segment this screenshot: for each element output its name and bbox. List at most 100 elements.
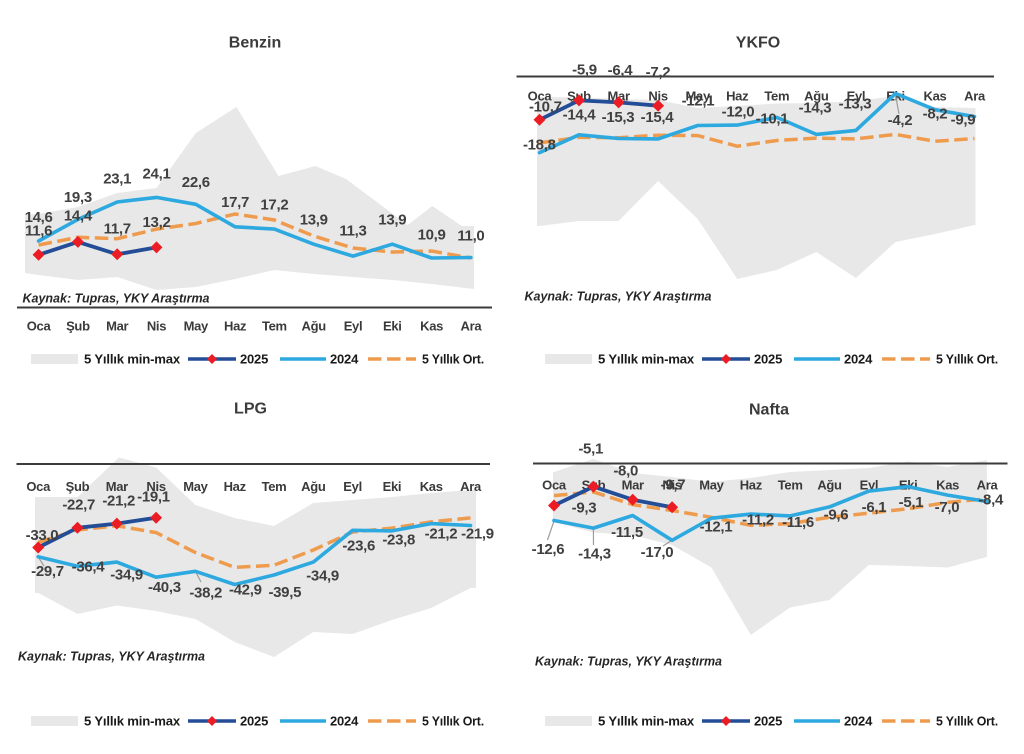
svg-text:Kas: Kas — [924, 89, 947, 104]
svg-text:-11,2: -11,2 — [742, 512, 774, 529]
svg-text:5 Yıllık Ort.: 5 Yıllık Ort. — [422, 352, 484, 367]
svg-text:Eyl: Eyl — [343, 479, 362, 494]
svg-text:11,6: 11,6 — [25, 223, 52, 240]
svg-text:Nis: Nis — [648, 89, 667, 104]
svg-text:Mar: Mar — [622, 478, 644, 493]
svg-text:22,6: 22,6 — [182, 174, 210, 191]
svg-text:-29,7: -29,7 — [31, 563, 64, 580]
svg-text:-7,0: -7,0 — [935, 499, 960, 516]
svg-text:-15,3: -15,3 — [602, 109, 635, 126]
svg-text:2024: 2024 — [844, 714, 873, 729]
svg-text:-6,4: -6,4 — [608, 62, 634, 79]
svg-text:13,9: 13,9 — [300, 212, 328, 229]
svg-text:-9,6: -9,6 — [824, 507, 849, 524]
svg-text:YKFO: YKFO — [736, 35, 780, 52]
svg-text:-8,2: -8,2 — [923, 106, 948, 123]
svg-text:19,3: 19,3 — [64, 189, 92, 206]
svg-text:2025: 2025 — [754, 714, 782, 729]
svg-text:Nafta: Nafta — [749, 402, 789, 419]
svg-text:Ara: Ara — [461, 319, 483, 334]
svg-text:-38,2: -38,2 — [189, 585, 222, 602]
svg-text:Ara: Ara — [964, 89, 986, 104]
svg-text:-14,3: -14,3 — [799, 100, 832, 117]
svg-text:May: May — [183, 479, 208, 494]
svg-text:Benzin: Benzin — [229, 35, 281, 52]
svg-text:-21,9: -21,9 — [461, 526, 494, 543]
svg-text:May: May — [184, 319, 209, 334]
svg-text:2025: 2025 — [240, 714, 268, 729]
svg-text:Ara: Ara — [460, 479, 482, 494]
svg-text:Haz: Haz — [224, 319, 247, 334]
svg-text:5 Yıllık Ort.: 5 Yıllık Ort. — [936, 714, 998, 729]
svg-text:-9,7: -9,7 — [661, 477, 686, 494]
svg-text:-13,3: -13,3 — [839, 96, 872, 113]
svg-text:5 Yıllık Ort.: 5 Yıllık Ort. — [422, 714, 484, 729]
svg-text:-17,0: -17,0 — [641, 544, 674, 561]
svg-text:-12,1: -12,1 — [682, 93, 715, 110]
svg-text:Haz: Haz — [726, 89, 749, 104]
svg-text:May: May — [686, 89, 711, 104]
svg-text:-19,1: -19,1 — [137, 489, 170, 506]
svg-text:Oca: Oca — [27, 319, 52, 334]
svg-text:Kas: Kas — [420, 319, 443, 334]
svg-text:14,4: 14,4 — [64, 208, 93, 225]
svg-text:5 Yıllık min-max: 5 Yıllık min-max — [598, 352, 695, 367]
svg-text:Kaynak: Tupras, YKY Araştırma: Kaynak: Tupras, YKY Araştırma — [23, 291, 210, 306]
svg-text:-14,3: -14,3 — [578, 546, 611, 563]
svg-text:-22,7: -22,7 — [62, 497, 95, 514]
svg-text:-21,2: -21,2 — [425, 526, 458, 543]
svg-text:-34,9: -34,9 — [306, 568, 339, 585]
svg-text:Mar: Mar — [106, 479, 128, 494]
svg-text:24,1: 24,1 — [143, 166, 171, 183]
svg-text:Ağu: Ağu — [817, 478, 842, 493]
svg-text:Kas: Kas — [936, 478, 959, 493]
svg-text:Eki: Eki — [383, 319, 402, 334]
svg-text:Nis: Nis — [662, 478, 681, 493]
svg-text:-42,9: -42,9 — [229, 582, 262, 599]
svg-text:17,2: 17,2 — [260, 197, 288, 214]
svg-text:Nis: Nis — [146, 479, 165, 494]
svg-text:5 Yıllık min-max: 5 Yıllık min-max — [84, 714, 181, 729]
svg-text:-39,5: -39,5 — [268, 584, 301, 601]
svg-text:Haz: Haz — [740, 478, 763, 493]
svg-text:2025: 2025 — [240, 352, 268, 367]
svg-text:-8,0: -8,0 — [613, 463, 638, 480]
svg-text:-5,1: -5,1 — [899, 494, 924, 511]
svg-text:11,3: 11,3 — [339, 223, 366, 240]
svg-text:Mar: Mar — [607, 89, 629, 104]
svg-text:Haz: Haz — [224, 479, 247, 494]
svg-text:-40,3: -40,3 — [148, 579, 181, 596]
svg-text:13,9: 13,9 — [378, 212, 406, 229]
svg-text:May: May — [699, 478, 724, 493]
svg-text:Oca: Oca — [26, 479, 51, 494]
svg-text:Şub: Şub — [66, 319, 90, 334]
svg-text:Kaynak: Tupras, YKY Araştırma: Kaynak: Tupras, YKY Araştırma — [535, 654, 722, 669]
svg-text:-33,0: -33,0 — [26, 527, 59, 544]
svg-text:2024: 2024 — [844, 352, 873, 367]
svg-text:-11,5: -11,5 — [611, 524, 643, 541]
svg-text:-36,4: -36,4 — [72, 559, 106, 576]
svg-text:23,1: 23,1 — [103, 171, 131, 188]
svg-text:-34,9: -34,9 — [110, 567, 143, 584]
svg-text:17,7: 17,7 — [221, 194, 249, 211]
svg-text:-10,7: -10,7 — [529, 99, 562, 116]
svg-text:Tem: Tem — [262, 319, 287, 334]
svg-text:Kaynak: Tupras, YKY Araştırma: Kaynak: Tupras, YKY Araştırma — [525, 289, 712, 304]
svg-text:Tem: Tem — [764, 89, 789, 104]
svg-text:-6,1: -6,1 — [862, 499, 887, 516]
svg-text:-12,0: -12,0 — [722, 104, 755, 121]
svg-text:Eyl: Eyl — [344, 319, 363, 334]
svg-text:Eki: Eki — [383, 479, 402, 494]
svg-text:-15,4: -15,4 — [641, 109, 675, 126]
svg-text:2024: 2024 — [330, 714, 359, 729]
svg-text:Ara: Ara — [977, 478, 999, 493]
svg-text:Kaynak: Tupras, YKY Araştırma: Kaynak: Tupras, YKY Araştırma — [18, 649, 205, 664]
svg-text:-23,6: -23,6 — [342, 538, 375, 555]
svg-text:-9,3: -9,3 — [572, 500, 597, 517]
svg-text:5 Yıllık min-max: 5 Yıllık min-max — [598, 714, 695, 729]
svg-text:-9,9: -9,9 — [951, 112, 976, 129]
svg-text:Ağu: Ağu — [301, 479, 326, 494]
svg-text:Ağu: Ağu — [302, 319, 327, 334]
svg-text:-12,1: -12,1 — [700, 519, 733, 536]
svg-text:Eyl: Eyl — [847, 89, 866, 104]
